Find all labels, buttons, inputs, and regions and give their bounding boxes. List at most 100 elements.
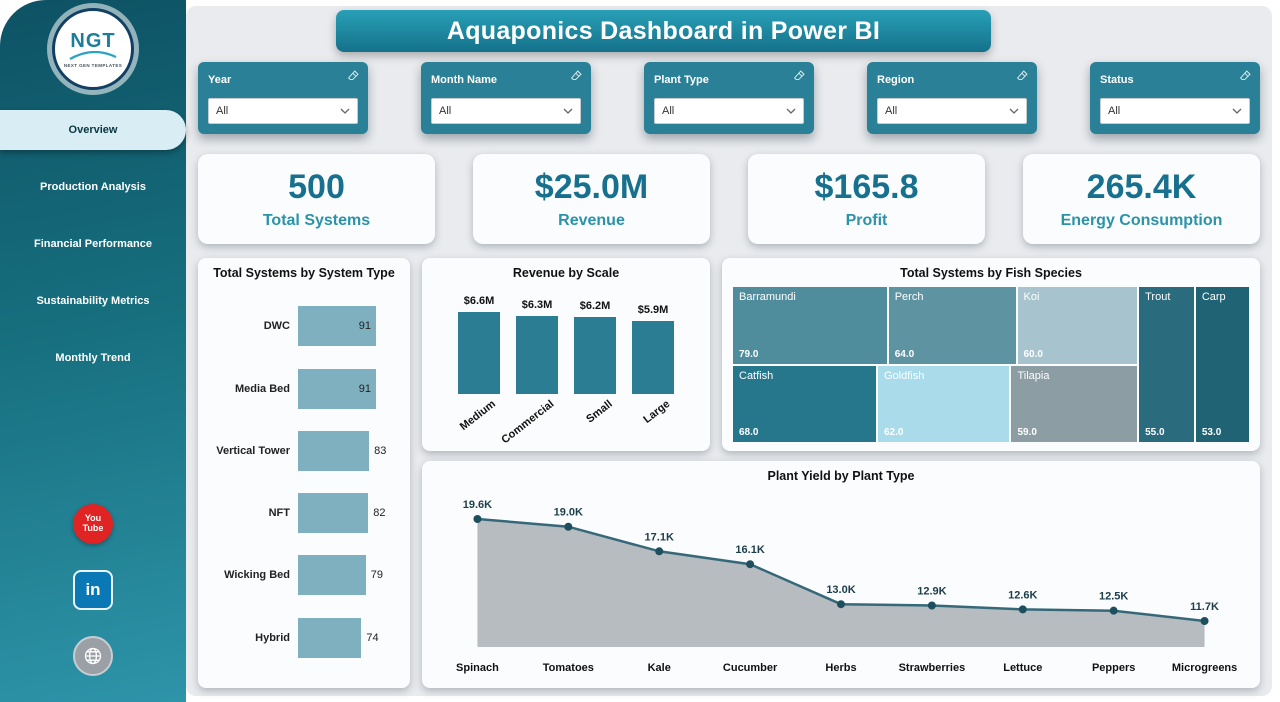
- area-fill: [477, 519, 1205, 647]
- slicer-label: Year: [208, 74, 232, 86]
- data-point[interactable]: [746, 560, 755, 569]
- treemap-cell-name: Tilapia: [1017, 369, 1050, 382]
- dashboard-title-banner: Aquaponics Dashboard in Power BI: [336, 10, 991, 52]
- clear-filter-icon[interactable]: [347, 69, 360, 82]
- data-point[interactable]: [837, 600, 845, 609]
- youtube-icon[interactable]: You Tube: [73, 504, 113, 544]
- status-dropdown[interactable]: All: [1100, 98, 1250, 124]
- ngt-logo-circle: NGT NEXT GEN TEMPLATES: [52, 8, 134, 90]
- bar-track: 91: [298, 306, 376, 347]
- linkedin-text: in: [85, 580, 101, 599]
- treemap-cell-trout[interactable]: Trout 55.0: [1139, 287, 1194, 442]
- treemap-cell-tilapia[interactable]: Tilapia 59.0: [1011, 365, 1138, 442]
- sidebar-item-monthly-trend[interactable]: Monthly Trend: [0, 338, 186, 378]
- bar-category-label: DWC: [263, 320, 290, 333]
- treemap-cell-perch[interactable]: Perch 64.0: [888, 287, 1016, 364]
- bar-category-label: Wicking Bed: [224, 569, 290, 582]
- chart-title: Plant Yield by Plant Type: [767, 469, 915, 483]
- bar-category-label: Media Bed: [234, 382, 290, 395]
- clear-filter-icon[interactable]: [793, 69, 806, 82]
- data-point[interactable]: [564, 522, 573, 531]
- plant-type-dropdown[interactable]: All: [654, 98, 804, 124]
- kpi-value: 265.4K: [1086, 168, 1197, 206]
- slicer-month-name: Month Name All: [421, 62, 591, 134]
- bar[interactable]: [574, 316, 616, 394]
- treemap-cell-value: 59.0: [1017, 427, 1037, 438]
- nav-label: Financial Performance: [34, 238, 152, 250]
- system-type-chart: DWC 91 Media Bed 91 Vertical Tower 83 NFT 82 Wic…: [208, 284, 400, 680]
- logo-swoosh-icon: [69, 50, 117, 60]
- revenue-chart: $6.6M Medium $6.3M Commercial $6.2M Small $5.9…: [432, 284, 700, 446]
- nav-label: Sustainability Metrics: [36, 295, 150, 307]
- kpi-value: 500: [288, 168, 345, 206]
- bar[interactable]: [516, 315, 558, 394]
- bar[interactable]: [298, 555, 366, 596]
- data-point[interactable]: [655, 547, 664, 556]
- data-point-label: 11.7K: [1190, 601, 1219, 613]
- sidebar: NGT NEXT GEN TEMPLATES Overview Producti…: [0, 0, 186, 702]
- data-point[interactable]: [473, 515, 482, 523]
- treemap-cell-value: 60.0: [1023, 348, 1043, 360]
- bar[interactable]: [298, 493, 369, 534]
- bar-value-label: 79: [370, 569, 383, 582]
- website-globe-icon[interactable]: [73, 636, 113, 676]
- bar-category-label: Large: [641, 398, 673, 426]
- bar-category-label: Commercial: [499, 398, 557, 447]
- bar[interactable]: [298, 617, 362, 658]
- treemap-cell-goldfish[interactable]: Goldfish 62.0: [878, 365, 1010, 442]
- treemap-left-region: Barramundi 79.0 Perch 64.0 Koi 60.0 Catfish 68.…: [732, 286, 1138, 443]
- bar-category-label: Vertical Tower: [216, 444, 290, 457]
- linkedin-icon[interactable]: in: [73, 570, 113, 610]
- bar-track: 91: [298, 368, 376, 409]
- treemap-cell-carp[interactable]: Carp 53.0: [1195, 287, 1249, 442]
- sidebar-item-financial-performance[interactable]: Financial Performance: [0, 224, 186, 264]
- data-point[interactable]: [927, 601, 936, 610]
- dropdown-value: All: [662, 105, 675, 117]
- plant-yield-chart-card: Plant Yield by Plant Type 19.6K 19.0K 17.1…: [422, 461, 1260, 688]
- bar[interactable]: 91: [298, 306, 376, 347]
- bar-value-label: 91: [358, 320, 371, 333]
- bar-row: Wicking Bed 79: [208, 555, 400, 596]
- bar-track: 83: [298, 430, 386, 471]
- x-axis-label: Kale: [647, 662, 671, 674]
- dropdown-value: All: [1108, 105, 1121, 117]
- year-dropdown[interactable]: All: [208, 98, 358, 124]
- treemap-cell-barramundi[interactable]: Barramundi 79.0: [733, 287, 887, 364]
- treemap-cell-value: 79.0: [739, 348, 759, 360]
- month-name-dropdown[interactable]: All: [431, 98, 581, 124]
- clear-filter-icon[interactable]: [570, 69, 583, 82]
- bar[interactable]: [458, 312, 500, 394]
- kpi-value: $165.8: [814, 168, 919, 206]
- bar-row: Media Bed 91: [208, 368, 400, 409]
- kpi-row: 500 Total Systems $25.0M Revenue $165.8 …: [198, 154, 1260, 244]
- fish-species-treemap-card: Total Systems by Fish Species Barramundi…: [722, 258, 1260, 451]
- treemap-cell-koi[interactable]: Koi 60.0: [1017, 287, 1138, 364]
- slicer-label: Region: [877, 74, 915, 86]
- data-point[interactable]: [1200, 617, 1209, 625]
- x-axis-label: Microgreens: [1171, 662, 1238, 674]
- data-point[interactable]: [1018, 605, 1027, 614]
- x-axis-label: Cucumber: [722, 662, 778, 674]
- bar[interactable]: [298, 430, 370, 471]
- sidebar-item-production-analysis[interactable]: Production Analysis: [0, 167, 186, 207]
- clear-filter-icon[interactable]: [1239, 69, 1252, 82]
- bar-value-label: 91: [358, 382, 371, 395]
- bar-track: 82: [298, 493, 386, 534]
- ngt-logo-subtext: NEXT GEN TEMPLATES: [63, 62, 123, 68]
- mid-top-row: Revenue by Scale $6.6M Medium $6.3M Commerc…: [422, 258, 1260, 451]
- sidebar-item-overview[interactable]: Overview: [0, 110, 186, 150]
- bar[interactable]: 91: [298, 368, 376, 409]
- data-point-label: 12.5K: [1099, 591, 1128, 603]
- plant-yield-svg: 19.6K 19.0K 17.1K 16.1K 13.0K 12.9K 12.6K 12.5K…: [463, 499, 1219, 647]
- bar-track: 79: [298, 555, 383, 596]
- region-dropdown[interactable]: All: [877, 98, 1027, 124]
- treemap-cell-catfish[interactable]: Catfish 68.0: [733, 365, 876, 442]
- nav-label: Overview: [68, 124, 118, 136]
- bar-value-label: $6.3M: [521, 298, 553, 311]
- bar[interactable]: [632, 320, 674, 394]
- sidebar-item-sustainability-metrics[interactable]: Sustainability Metrics: [0, 281, 186, 321]
- data-point[interactable]: [1109, 606, 1118, 615]
- x-axis-label: Spinach: [456, 662, 499, 674]
- clear-filter-icon[interactable]: [1016, 69, 1029, 82]
- slicer-year: Year All: [198, 62, 368, 134]
